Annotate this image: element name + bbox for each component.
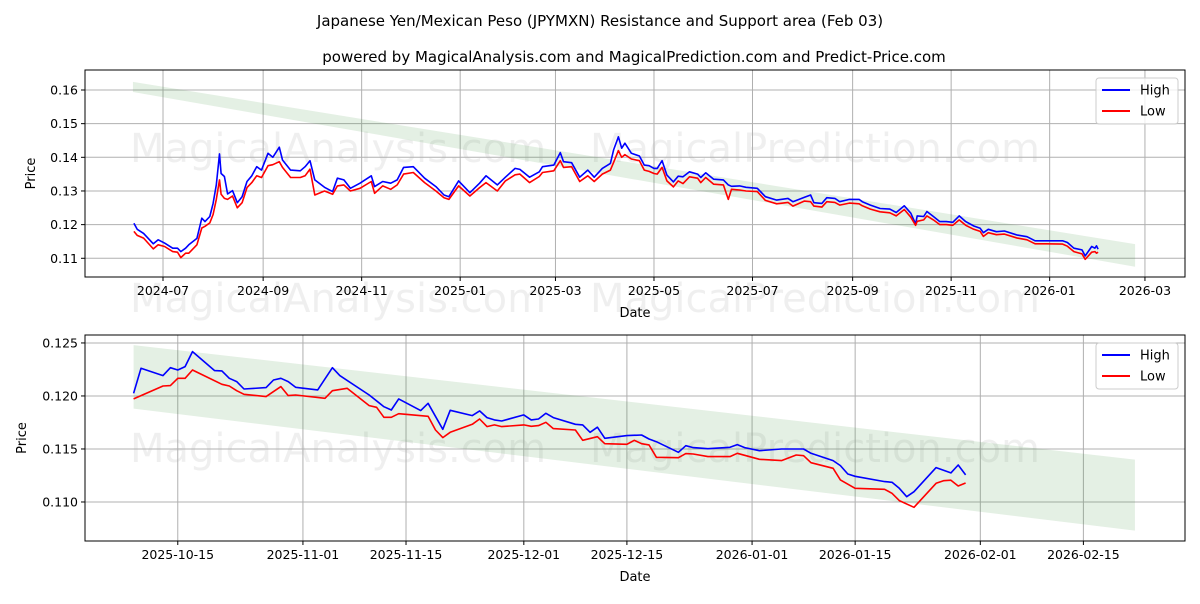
x-tick-label: 2025-07 <box>726 283 778 298</box>
watermark: MagicalAnalysis.com <box>130 276 546 322</box>
legend-label-low: Low <box>1140 105 1166 120</box>
axes-frame <box>84 69 1186 278</box>
y-tick-label: 0.120 <box>42 388 78 403</box>
legend: High Low <box>1095 342 1179 390</box>
x-tick-label: 2024-09 <box>237 283 289 298</box>
x-tick-label: 2026-01-15 <box>819 547 892 562</box>
support-resistance-band <box>132 81 1136 267</box>
series-line-low <box>133 369 966 509</box>
legend-label-high: High <box>1140 84 1170 99</box>
x-tick-label: 2026-01 <box>1024 283 1076 298</box>
watermark: MagicalPrediction.com <box>590 126 1040 172</box>
x-tick-label: 2026-01-01 <box>716 547 789 562</box>
series-line-low <box>133 149 1099 261</box>
y-tick-label: 0.110 <box>42 494 78 509</box>
y-tick-label: 0.11 <box>50 251 78 266</box>
axes-frame <box>84 334 1186 542</box>
watermark: MagicalAnalysis.com <box>130 126 546 172</box>
x-tick-label: 2026-03 <box>1119 283 1171 298</box>
y-tick-label: 0.13 <box>50 183 78 198</box>
y-tick-label: 0.15 <box>50 116 78 131</box>
x-tick-label: 2025-05 <box>628 283 680 298</box>
series-line-high <box>133 136 1099 257</box>
x-axis-label: Date <box>619 570 650 585</box>
x-tick-label: 2026-02-01 <box>944 547 1017 562</box>
y-tick-label: 0.125 <box>42 335 78 350</box>
legend-label-high: High <box>1140 349 1170 364</box>
x-axis-label: Date <box>619 306 650 321</box>
y-tick-label: 0.14 <box>50 150 78 165</box>
x-tick-label: 2025-09 <box>827 283 879 298</box>
y-tick-label: 0.12 <box>50 217 78 232</box>
chart-subtitle: powered by MagicalAnalysis.com and Magic… <box>322 48 946 66</box>
y-axis-label: Price <box>15 422 30 454</box>
y-axis-label: Price <box>24 158 39 190</box>
y-tick-label: 0.115 <box>42 441 78 456</box>
x-tick-label: 2025-11 <box>925 283 977 298</box>
x-tick-label: 2025-01 <box>434 283 486 298</box>
chart-title: Japanese Yen/Mexican Peso (JPYMXN) Resis… <box>316 12 883 30</box>
x-tick-label: 2025-11-15 <box>370 547 443 562</box>
legend-label-low: Low <box>1140 370 1166 385</box>
x-tick-label: 2025-12-15 <box>591 547 664 562</box>
y-tick-label: 0.16 <box>50 82 78 97</box>
x-tick-label: 2025-11-01 <box>267 547 340 562</box>
series-line-high <box>132 350 967 498</box>
x-tick-label: 2025-10-15 <box>141 547 214 562</box>
plot-recent-detail: MagicalAnalysis.com MagicalPrediction.com… <box>15 334 1186 585</box>
legend: High Low <box>1095 77 1179 125</box>
x-tick-label: 2024-11 <box>336 283 388 298</box>
watermark: MagicalPrediction.com <box>590 276 1040 322</box>
x-tick-label: 2026-02-15 <box>1047 547 1120 562</box>
plot-full-history: MagicalAnalysis.com MagicalPrediction.com… <box>24 69 1186 322</box>
x-tick-label: 2025-12-01 <box>487 547 560 562</box>
x-tick-label: 2025-03 <box>529 283 581 298</box>
x-tick-label: 2024-07 <box>137 283 189 298</box>
support-resistance-band <box>133 345 1135 531</box>
